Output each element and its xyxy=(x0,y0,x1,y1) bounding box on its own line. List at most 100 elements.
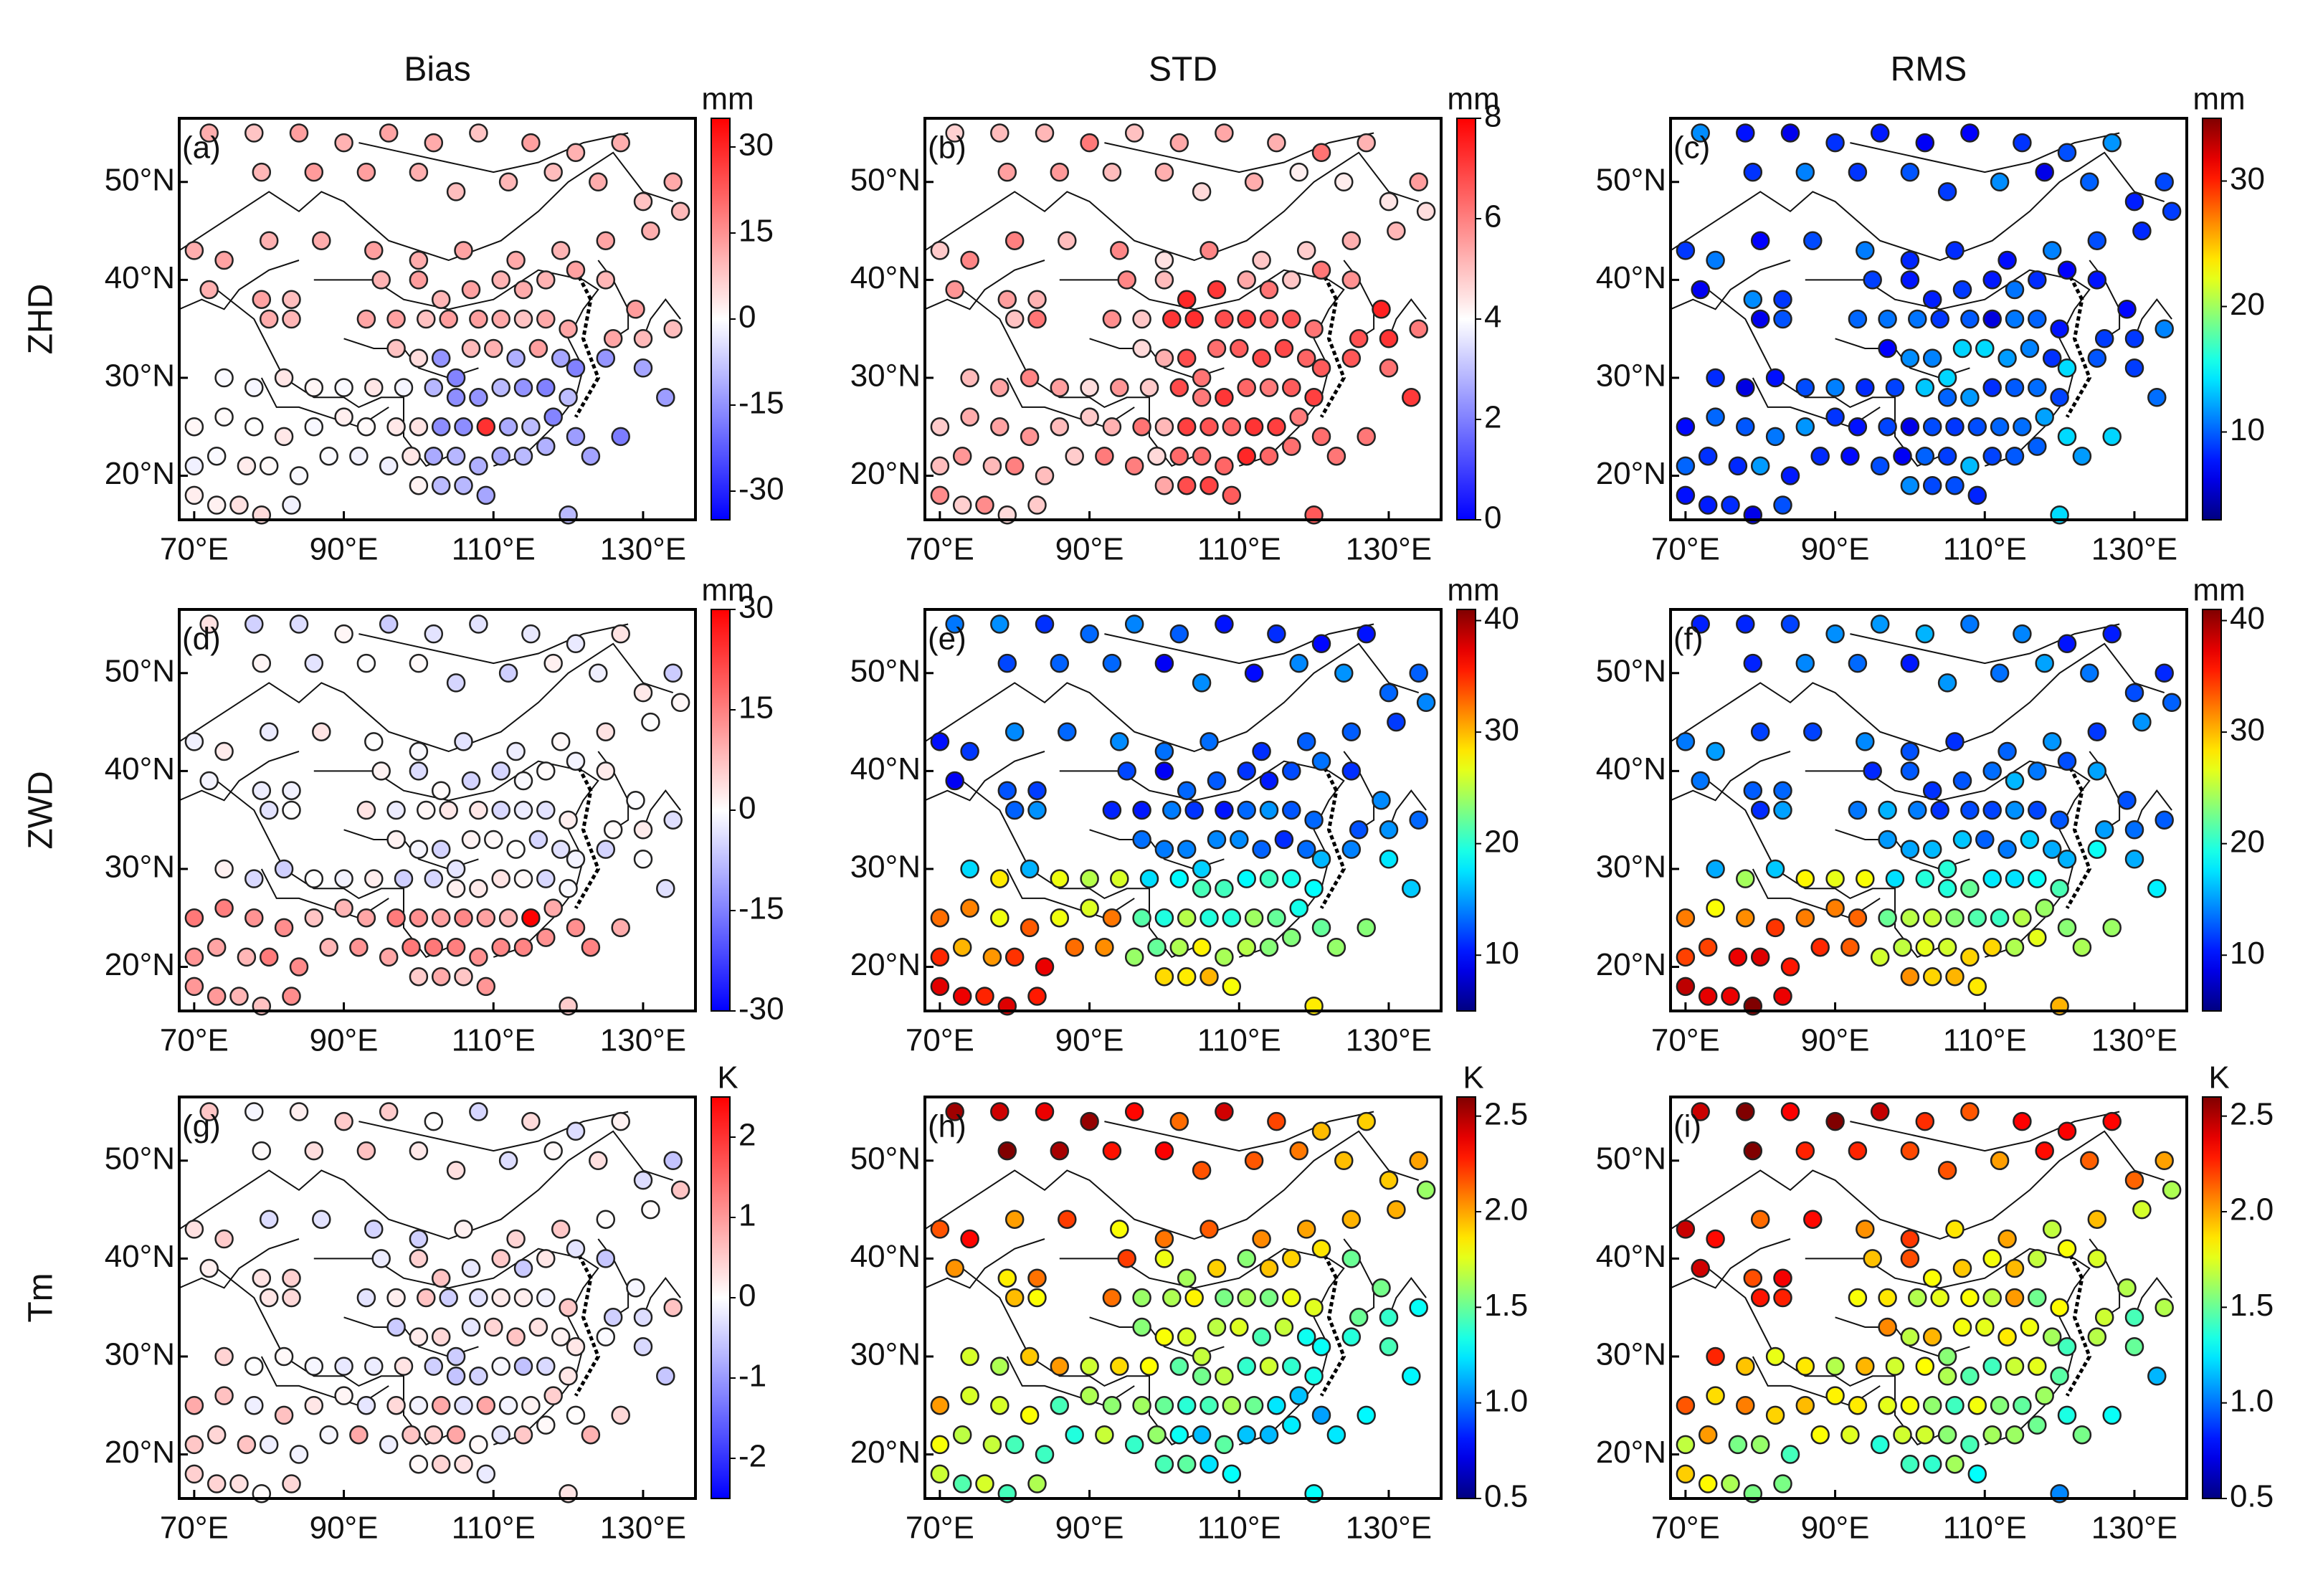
station-marker xyxy=(1035,614,1055,634)
station-marker xyxy=(409,417,429,437)
lat-tick-label: 50°N xyxy=(1596,1141,1666,1176)
station-marker xyxy=(334,1386,353,1405)
station-marker xyxy=(2124,329,2144,348)
lat-tick-label: 40°N xyxy=(850,260,921,295)
station-marker xyxy=(1945,1454,1965,1474)
station-marker xyxy=(1124,614,1144,634)
station-marker xyxy=(491,1425,510,1445)
station-marker xyxy=(1937,368,1957,388)
station-marker xyxy=(1908,309,1927,329)
column-title: RMS xyxy=(1891,51,1967,89)
station-marker xyxy=(2094,1308,2114,1327)
station-marker xyxy=(641,712,660,732)
station-marker xyxy=(536,309,556,329)
station-marker xyxy=(1878,338,1897,358)
station-marker xyxy=(1102,309,1122,329)
lon-tick-label: 110°E xyxy=(1943,532,2027,567)
station-marker xyxy=(1080,869,1099,888)
colorbar-tick-label: 15 xyxy=(738,214,774,249)
station-marker xyxy=(2013,1395,2032,1415)
station-marker xyxy=(663,663,683,683)
station-marker xyxy=(1282,1249,1301,1268)
station-marker xyxy=(349,1425,369,1445)
station-marker xyxy=(1975,1317,1995,1337)
station-marker xyxy=(1780,123,1800,143)
station-marker xyxy=(1736,1357,1755,1376)
station-marker xyxy=(1215,1288,1234,1308)
station-marker xyxy=(1870,456,1890,476)
station-marker xyxy=(596,270,616,290)
station-marker xyxy=(491,937,510,957)
station-marker xyxy=(1004,1435,1025,1455)
station-marker xyxy=(2013,1111,2032,1131)
station-marker xyxy=(199,771,219,791)
station-marker xyxy=(2035,162,2054,182)
station-marker xyxy=(2042,1220,2062,1239)
station-marker xyxy=(461,338,481,358)
station-marker xyxy=(1222,485,1242,505)
colorbar-tick-label: 2.5 xyxy=(1484,1096,1528,1131)
lon-tick-label: 130°E xyxy=(2091,532,2177,567)
station-marker xyxy=(431,840,451,859)
station-marker xyxy=(2124,683,2144,703)
station-marker xyxy=(356,309,376,329)
colorbar-tick-label: 30 xyxy=(1484,713,1519,748)
station-marker xyxy=(356,653,376,673)
station-marker xyxy=(633,358,653,378)
station-marker xyxy=(289,614,309,634)
station-marker xyxy=(1357,133,1376,153)
station-marker xyxy=(1259,309,1279,329)
station-marker xyxy=(930,977,950,997)
map-panel-f: 20°N 30°N 40°N 50°N 70°E 90°E 110°E 130°E (f) 10 2… xyxy=(1596,573,2265,1058)
station-marker xyxy=(1110,1220,1129,1239)
station-marker xyxy=(1357,624,1376,644)
station-marker xyxy=(1982,800,2002,820)
station-marker xyxy=(386,1288,406,1308)
station-marker xyxy=(1915,624,1935,644)
lon-tick-label: 110°E xyxy=(452,1023,536,1058)
station-marker xyxy=(498,417,518,437)
station-marker xyxy=(2035,1386,2054,1405)
station-marker xyxy=(1379,1308,1399,1327)
coastline xyxy=(1319,760,1346,909)
station-marker xyxy=(237,947,257,967)
station-marker xyxy=(1110,869,1129,888)
station-marker xyxy=(589,663,608,683)
station-marker xyxy=(364,241,384,260)
station-marker xyxy=(1274,1317,1294,1337)
station-marker xyxy=(1922,475,1942,495)
station-marker xyxy=(997,290,1017,309)
station-marker xyxy=(1222,1395,1242,1415)
station-marker xyxy=(1990,1395,2010,1415)
station-marker xyxy=(446,182,466,201)
station-marker xyxy=(1311,260,1331,280)
station-marker xyxy=(446,937,466,957)
station-marker xyxy=(409,162,429,182)
colorbar-unit: mm xyxy=(2193,573,2245,608)
lat-tick-label: 20°N xyxy=(1596,947,1666,982)
station-marker xyxy=(2087,270,2107,290)
station-marker xyxy=(1915,1357,1935,1376)
station-marker xyxy=(1154,348,1174,368)
country-border xyxy=(1104,1111,1374,1152)
station-marker xyxy=(633,1170,653,1190)
station-marker xyxy=(1192,937,1212,957)
station-marker xyxy=(1027,309,1047,329)
map-frame xyxy=(178,1096,697,1500)
station-marker xyxy=(1304,1367,1324,1386)
station-marker xyxy=(1311,1405,1331,1425)
station-marker xyxy=(1080,624,1099,644)
station-marker xyxy=(596,761,616,781)
station-marker xyxy=(1870,1102,1890,1121)
station-marker xyxy=(566,1405,586,1425)
station-marker xyxy=(2117,300,2137,319)
station-marker xyxy=(1676,1435,1696,1455)
station-marker xyxy=(1154,741,1174,761)
station-marker xyxy=(2155,172,2174,192)
station-marker xyxy=(1900,1141,1920,1161)
station-marker xyxy=(670,1180,690,1200)
station-marker xyxy=(1900,1454,1920,1474)
station-marker xyxy=(498,663,518,683)
station-marker xyxy=(551,348,571,368)
station-marker xyxy=(356,800,376,820)
